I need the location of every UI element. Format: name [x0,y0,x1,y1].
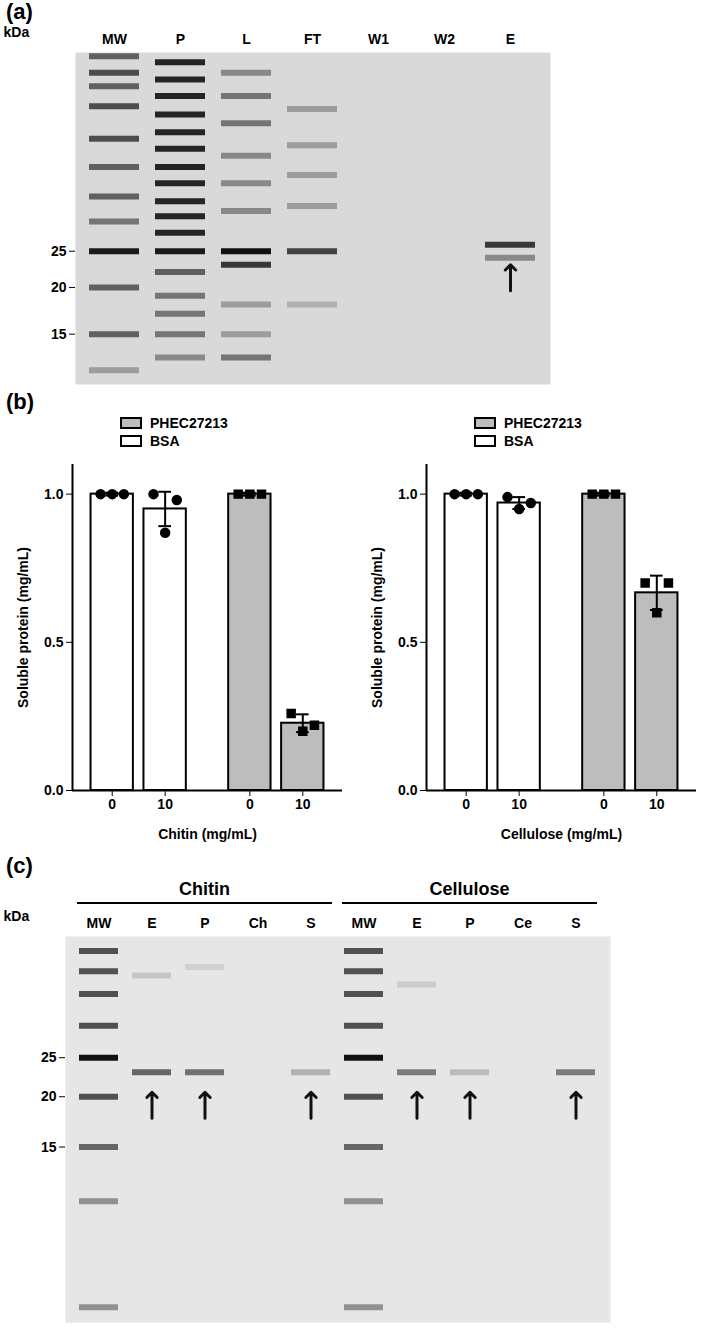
svg-text:E: E [147,915,156,931]
svg-text:W1: W1 [368,31,389,47]
svg-text:Ce: Ce [514,915,532,931]
svg-text:kDa: kDa [4,24,30,40]
svg-text:Soluble protein (mg/mL): Soluble protein (mg/mL) [15,547,31,708]
html-text:Cellulose: Cellulose [429,879,510,899]
svg-text:MW: MW [87,915,113,931]
svg-text:P: P [465,915,474,931]
svg-text:S: S [571,915,580,931]
svg-text:W2: W2 [434,31,455,47]
svg-text:E: E [412,915,421,931]
svg-text:Chitin (mg/mL): Chitin (mg/mL) [158,826,257,842]
html-text:Chitin: Chitin [179,879,230,899]
svg-text:0.0: 0.0 [398,782,418,798]
svg-text:10: 10 [295,796,311,812]
svg-text:MW: MW [102,31,128,47]
svg-text:0: 0 [246,796,254,812]
svg-text:0.5: 0.5 [44,634,64,650]
html-text:PHEC27213: PHEC27213 [150,415,228,431]
svg-text:0: 0 [600,796,608,812]
svg-text:0.0: 0.0 [44,782,64,798]
svg-text:1.0: 1.0 [44,486,64,502]
svg-text:Soluble protein (mg/mL): Soluble protein (mg/mL) [369,547,385,708]
svg-text:15: 15 [51,326,67,342]
svg-text:kDa: kDa [4,908,30,924]
svg-text:MW: MW [352,915,378,931]
svg-text:S: S [306,915,315,931]
html-text:BSA: BSA [504,433,534,449]
svg-text:1.0: 1.0 [398,486,418,502]
svg-text:15: 15 [41,1139,57,1155]
html-text:(b): (b) [6,389,35,414]
svg-text:Ch: Ch [249,915,268,931]
html-text:(c): (c) [6,853,33,878]
svg-text:Cellulose (mg/mL): Cellulose (mg/mL) [501,826,622,842]
svg-text:P: P [200,915,209,931]
svg-text:10: 10 [157,796,173,812]
svg-text:10: 10 [511,796,527,812]
svg-text:10: 10 [649,796,665,812]
svg-text:20: 20 [51,279,67,295]
svg-text:E: E [506,31,515,47]
svg-text:L: L [242,31,251,47]
svg-text:25: 25 [41,1049,57,1065]
html-text:PHEC27213: PHEC27213 [504,415,582,431]
svg-text:FT: FT [304,31,322,47]
svg-text:0.5: 0.5 [398,634,418,650]
html-text:BSA: BSA [150,433,180,449]
svg-text:20: 20 [41,1088,57,1104]
svg-text:0: 0 [108,796,116,812]
svg-text:P: P [176,31,185,47]
svg-text:0: 0 [462,796,470,812]
svg-text:25: 25 [51,243,67,259]
html-text:(a): (a) [6,0,33,24]
